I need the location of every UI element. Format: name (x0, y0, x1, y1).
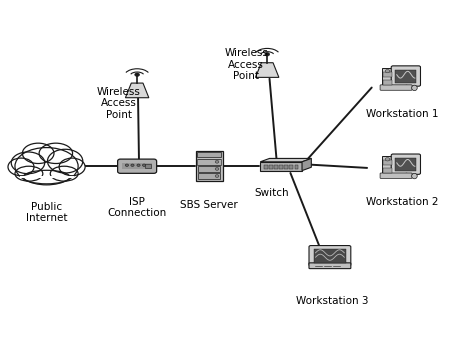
Circle shape (135, 73, 139, 76)
Text: Workstation 3: Workstation 3 (296, 296, 368, 306)
FancyBboxPatch shape (380, 173, 412, 179)
Text: SBS Server: SBS Server (180, 200, 238, 210)
FancyBboxPatch shape (198, 166, 220, 172)
Circle shape (143, 164, 146, 166)
FancyBboxPatch shape (146, 164, 151, 168)
FancyBboxPatch shape (383, 72, 392, 77)
Ellipse shape (59, 158, 85, 176)
Circle shape (385, 158, 390, 161)
FancyBboxPatch shape (197, 160, 221, 164)
FancyBboxPatch shape (274, 165, 278, 169)
FancyBboxPatch shape (118, 159, 156, 173)
FancyBboxPatch shape (269, 165, 273, 169)
Ellipse shape (39, 143, 73, 164)
Circle shape (125, 164, 128, 166)
FancyBboxPatch shape (391, 66, 420, 86)
Ellipse shape (8, 158, 34, 176)
FancyBboxPatch shape (314, 249, 346, 263)
FancyBboxPatch shape (284, 165, 288, 169)
FancyBboxPatch shape (122, 163, 152, 169)
FancyBboxPatch shape (380, 85, 412, 90)
FancyBboxPatch shape (264, 165, 268, 169)
Circle shape (137, 164, 140, 166)
Circle shape (215, 175, 219, 177)
Circle shape (215, 161, 219, 163)
FancyBboxPatch shape (309, 246, 351, 266)
Text: Public
Internet: Public Internet (26, 202, 67, 224)
Text: Switch: Switch (255, 188, 289, 198)
Ellipse shape (22, 143, 54, 164)
Circle shape (131, 164, 134, 166)
Circle shape (265, 53, 270, 56)
Text: ISP
Connection: ISP Connection (108, 197, 167, 218)
FancyBboxPatch shape (395, 70, 416, 83)
Polygon shape (260, 162, 302, 171)
Ellipse shape (15, 166, 43, 181)
Circle shape (215, 167, 219, 170)
Ellipse shape (411, 85, 417, 91)
FancyBboxPatch shape (382, 68, 393, 87)
FancyBboxPatch shape (309, 263, 351, 268)
Ellipse shape (23, 170, 70, 184)
Polygon shape (255, 63, 279, 78)
FancyBboxPatch shape (290, 165, 293, 169)
Text: Wireless
Access
Point: Wireless Access Point (97, 86, 140, 120)
FancyBboxPatch shape (295, 165, 298, 169)
Ellipse shape (50, 166, 78, 181)
Polygon shape (126, 83, 149, 98)
Circle shape (385, 70, 390, 73)
FancyBboxPatch shape (391, 154, 420, 174)
Ellipse shape (47, 149, 83, 173)
Text: Workstation 1: Workstation 1 (365, 109, 438, 119)
FancyBboxPatch shape (279, 165, 283, 169)
Text: Wireless
Access
Point: Wireless Access Point (224, 48, 268, 81)
Polygon shape (260, 158, 311, 162)
FancyBboxPatch shape (198, 173, 220, 179)
Ellipse shape (411, 173, 417, 179)
Text: Workstation 2: Workstation 2 (365, 197, 438, 207)
FancyBboxPatch shape (383, 80, 392, 85)
Ellipse shape (11, 152, 45, 174)
FancyBboxPatch shape (196, 151, 223, 181)
FancyBboxPatch shape (383, 168, 392, 173)
FancyBboxPatch shape (395, 158, 416, 171)
FancyBboxPatch shape (383, 160, 392, 165)
FancyBboxPatch shape (382, 156, 393, 175)
Polygon shape (302, 158, 311, 171)
FancyBboxPatch shape (197, 152, 221, 157)
Ellipse shape (15, 147, 78, 185)
FancyBboxPatch shape (198, 159, 220, 164)
